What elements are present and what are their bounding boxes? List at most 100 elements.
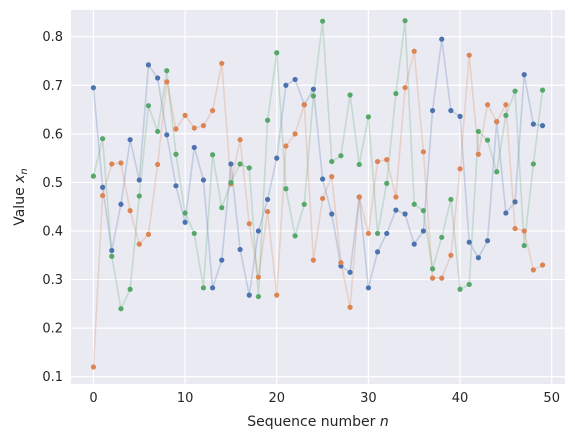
x-tick-label: 50 (543, 391, 560, 406)
series-3-point (329, 158, 335, 165)
series-3-point (439, 234, 445, 240)
series-3-point (384, 180, 390, 186)
series-line-2 (92, 51, 543, 368)
series-1-point (530, 121, 536, 127)
series-2-point (255, 274, 262, 280)
series-1-point (219, 257, 225, 263)
x-tick-label: 0 (89, 391, 97, 406)
series-3-point (200, 285, 207, 291)
series-2-point (384, 157, 390, 163)
series-1-point (439, 36, 445, 42)
y-axis-label-subscript: n (19, 168, 30, 174)
series-1-point (420, 228, 426, 234)
series-1-point (237, 246, 243, 253)
series-2-point (429, 275, 436, 281)
series-1-point (283, 82, 289, 88)
series-2-point (329, 174, 335, 180)
series-1-point (136, 177, 142, 183)
series-1-point (503, 210, 509, 216)
series-1-point (457, 113, 463, 119)
series-3-point (420, 208, 426, 214)
series-2-point (411, 48, 417, 54)
series-2-point (109, 161, 115, 167)
series-3-point (237, 161, 243, 167)
series-2-point (338, 259, 344, 266)
series-2-point (494, 119, 500, 125)
series-1-point (429, 107, 436, 114)
series-2-point (521, 228, 527, 234)
series-3-point (310, 93, 317, 99)
series-3-point (136, 193, 142, 199)
series-3-point (475, 128, 481, 135)
series-1-point (292, 76, 298, 83)
series-2-point (347, 304, 353, 310)
series-3-point (301, 201, 307, 207)
series-1-point (173, 183, 179, 189)
series-1-point (384, 230, 390, 237)
series-3-point (457, 286, 463, 292)
series-2-point (210, 107, 216, 114)
series-1-point (411, 241, 417, 247)
series-1-point (228, 161, 234, 167)
x-axis-label-variable: n (380, 414, 389, 430)
series-1-point (512, 199, 518, 205)
series-3-point (393, 90, 399, 97)
series-3-point (173, 151, 179, 157)
x-tick-labels: 0 10 20 30 40 50 (89, 391, 560, 406)
series-2-point (319, 195, 326, 202)
series-3-point (127, 286, 133, 292)
series-3-point (503, 112, 509, 118)
y-tick-label: 0.6 (42, 127, 63, 142)
series-1-point (329, 211, 335, 217)
series-3-point (145, 103, 152, 109)
series-1-point (255, 228, 262, 234)
series-3-point (292, 233, 298, 239)
series-3-point (466, 281, 472, 288)
series-2-point (155, 161, 161, 168)
series-1-point (182, 219, 188, 225)
series-1-point (310, 86, 317, 92)
x-axis-label: Sequence number n (247, 414, 388, 430)
series-1-point (347, 269, 353, 275)
series-line-1 (92, 39, 543, 296)
series-2-point (402, 85, 408, 91)
series-3-point (429, 266, 436, 272)
series-2-point (264, 208, 271, 215)
series-2-point (173, 126, 179, 132)
series-3-point (539, 87, 546, 93)
series-2-point (246, 221, 252, 227)
series-2-point (136, 241, 142, 247)
series-3-point (374, 230, 381, 237)
series-3-point (356, 161, 362, 168)
x-tick-label: 20 (268, 391, 285, 406)
series-2-point (237, 137, 243, 143)
series-2-point (448, 252, 454, 258)
y-tick-label: 0.4 (42, 225, 63, 240)
series-1-point (402, 211, 408, 217)
series-2-point (219, 60, 225, 67)
series-2-point (466, 52, 472, 58)
series-2-point (512, 225, 518, 232)
series-2-point (191, 125, 197, 131)
y-tick-labels: 0.1 0.2 0.3 0.4 0.5 0.6 0.7 0.8 (42, 30, 63, 385)
series-2-point (301, 102, 307, 108)
series-1-point (145, 62, 152, 68)
series-3-point (228, 179, 234, 186)
y-axis-label: Value xn (12, 168, 30, 226)
series-3-point (210, 152, 216, 158)
series-2-point (100, 192, 106, 199)
plot-background (71, 10, 565, 384)
y-tick-label: 0.2 (42, 322, 63, 337)
series-1-point (109, 247, 115, 254)
series-2-point (420, 149, 426, 155)
series-1-point (155, 75, 161, 81)
series-points (90, 18, 546, 370)
series-2-point (274, 292, 280, 298)
x-axis-label-text: Sequence number (247, 414, 375, 430)
series-1-point (539, 123, 546, 129)
series-3-point (191, 230, 197, 237)
series-1-point (210, 285, 216, 291)
series-2-point (200, 123, 207, 129)
series-3-point (347, 92, 353, 98)
